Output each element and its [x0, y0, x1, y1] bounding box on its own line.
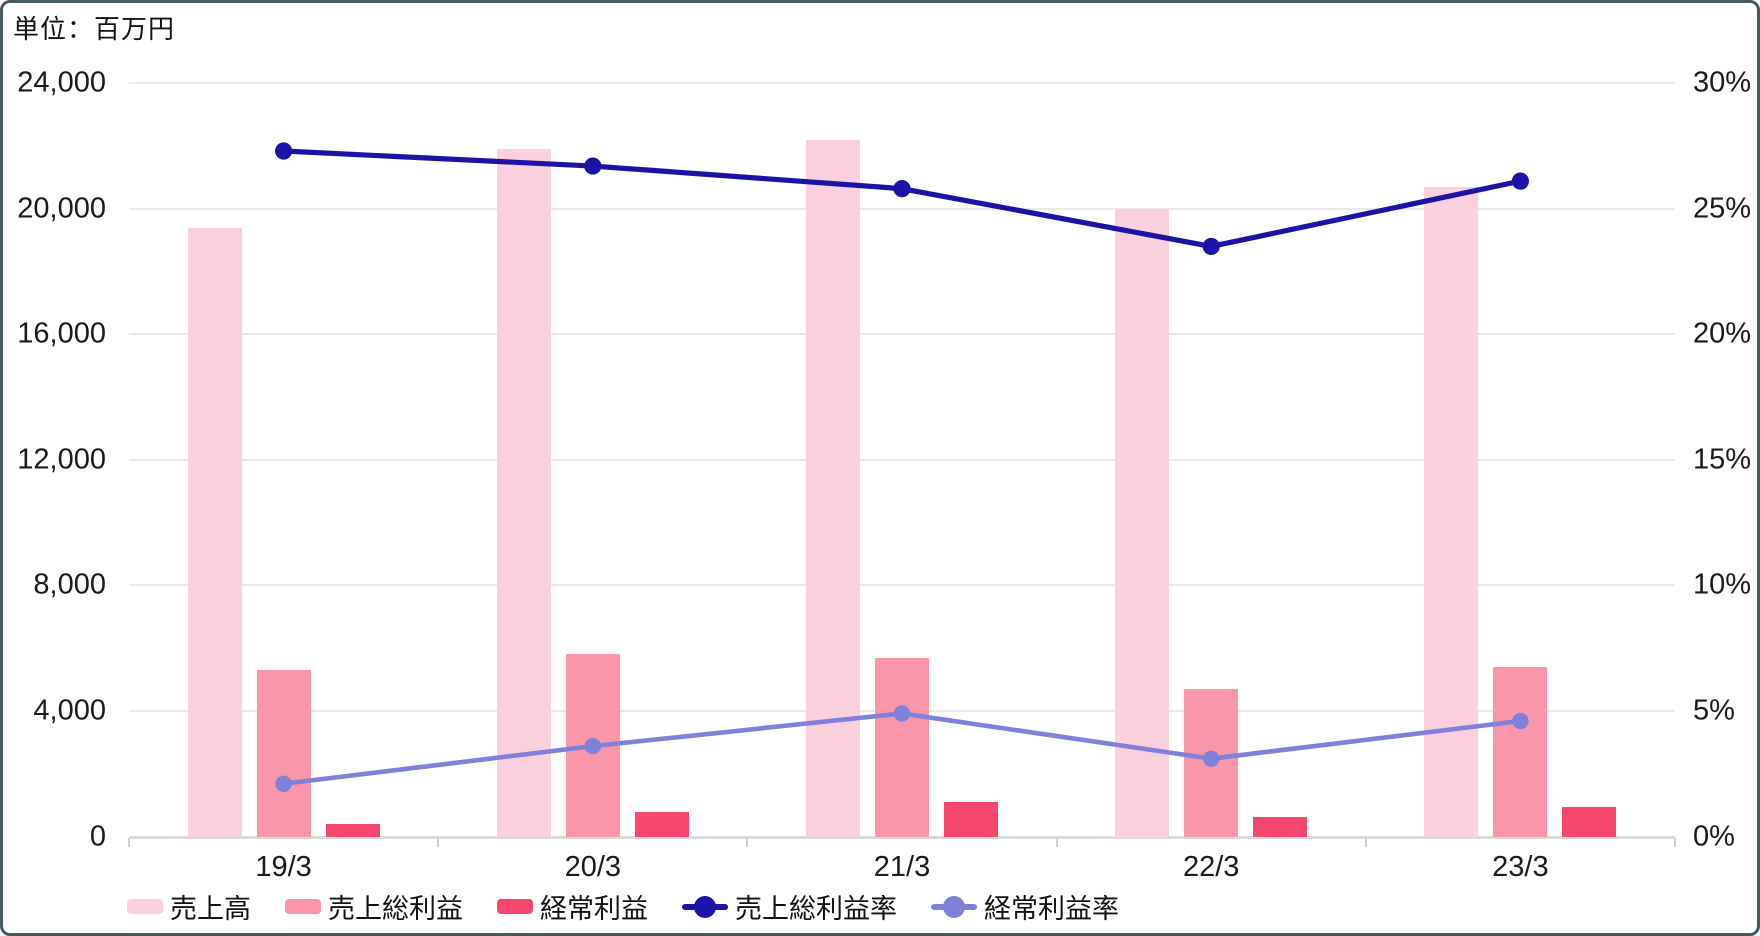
data-point-marker-売上総利益率-22/3[interactable] [1202, 237, 1220, 256]
legend-label: 売上総利益 [328, 894, 463, 924]
legend-item-売上高[interactable]: 売上高 [127, 887, 251, 926]
x-axis-label-22/3: 22/3 [1182, 851, 1240, 883]
x-axis-label-23/3: 23/3 [1492, 851, 1549, 883]
left-axis-tick-label: 4,000 [33, 694, 106, 727]
bar-売上総利益-22/3[interactable] [1184, 688, 1239, 838]
x-axis-label-19/3: 19/3 [255, 851, 312, 883]
legend-label: 売上高 [170, 894, 251, 924]
left-axis-tick-label: 24,000 [17, 66, 106, 99]
grid-line [129, 333, 1675, 336]
grid-line [129, 458, 1675, 461]
legend-item-売上総利益[interactable]: 売上総利益 [285, 887, 463, 926]
bar-売上高-21/3[interactable] [806, 139, 860, 838]
legend-item-経常利益[interactable]: 経常利益 [497, 887, 648, 926]
bar-売上高-20/3[interactable] [496, 149, 551, 838]
legend-label: 売上総利益率 [735, 894, 897, 924]
legend-line-marker-icon [682, 895, 728, 918]
left-axis-tick-label: 20,000 [17, 192, 106, 225]
unit-label: 単位：百万円 [13, 14, 176, 44]
left-axis-tick-label: 16,000 [17, 317, 106, 350]
bar-経常利益-23/3[interactable] [1562, 806, 1617, 838]
right-axis-tick-label: 10% [1693, 568, 1752, 601]
left-axis-tick-label: 12,000 [17, 443, 106, 476]
legend-dot-icon [943, 895, 965, 918]
grid-line [129, 82, 1675, 85]
x-axis-label-20/3: 20/3 [564, 851, 622, 883]
bar-経常利益-22/3[interactable] [1253, 817, 1308, 838]
bar-売上総利益-19/3[interactable] [256, 670, 311, 838]
right-axis-tick-label: 20% [1693, 317, 1752, 350]
bar-売上総利益-21/3[interactable] [875, 657, 929, 838]
legend-dot-icon [694, 895, 716, 918]
right-axis-tick-label: 15% [1693, 443, 1752, 476]
x-axis-tick [746, 838, 749, 847]
legend-line-marker-icon [931, 895, 977, 918]
bar-経常利益-19/3[interactable] [325, 823, 380, 838]
left-axis-tick-label: 0 [89, 820, 106, 852]
x-axis-tick [437, 838, 440, 847]
legend-label: 経常利益 [540, 894, 648, 924]
right-axis-tick-label: 5% [1693, 694, 1735, 727]
legend-label: 経常利益率 [984, 894, 1119, 924]
grid-line [129, 584, 1675, 587]
right-axis-tick-label: 25% [1693, 192, 1752, 225]
left-axis-tick-label: 8,000 [33, 568, 106, 601]
right-axis-tick-label: 0% [1693, 820, 1735, 852]
legend-bar-swatch-icon [127, 899, 163, 914]
right-axis-tick-label: 30% [1693, 66, 1752, 99]
line-売上総利益率 [281, 148, 1524, 250]
x-axis-tick [1364, 838, 1367, 847]
bar-売上高-22/3[interactable] [1115, 208, 1170, 838]
legend-bar-swatch-icon [497, 899, 533, 914]
legend: 売上高 売上総利益 経常利益 売上総利益率 経常利益率 [127, 887, 1119, 926]
x-axis-tick [1055, 838, 1058, 847]
data-point-marker-売上総利益率-19/3[interactable] [275, 142, 293, 160]
x-axis-label-21/3: 21/3 [873, 851, 931, 883]
x-axis-tick [128, 838, 130, 847]
bar-経常利益-21/3[interactable] [944, 801, 998, 838]
bar-経常利益-20/3[interactable] [634, 812, 689, 838]
bar-売上高-23/3[interactable] [1424, 186, 1479, 838]
bar-売上高-19/3[interactable] [187, 227, 242, 838]
data-point-marker-売上総利益率-21/3[interactable] [893, 180, 911, 198]
x-axis-tick [1674, 838, 1676, 847]
legend-bar-swatch-icon [285, 899, 321, 914]
data-point-marker-売上総利益率-20/3[interactable] [584, 157, 602, 175]
bar-売上総利益-20/3[interactable] [565, 654, 620, 838]
legend-item-売上総利益率[interactable]: 売上総利益率 [682, 887, 897, 926]
bar-売上総利益-23/3[interactable] [1493, 667, 1548, 838]
data-point-marker-売上総利益率-23/3[interactable] [1511, 172, 1529, 190]
legend-item-経常利益率[interactable]: 経常利益率 [931, 887, 1119, 926]
